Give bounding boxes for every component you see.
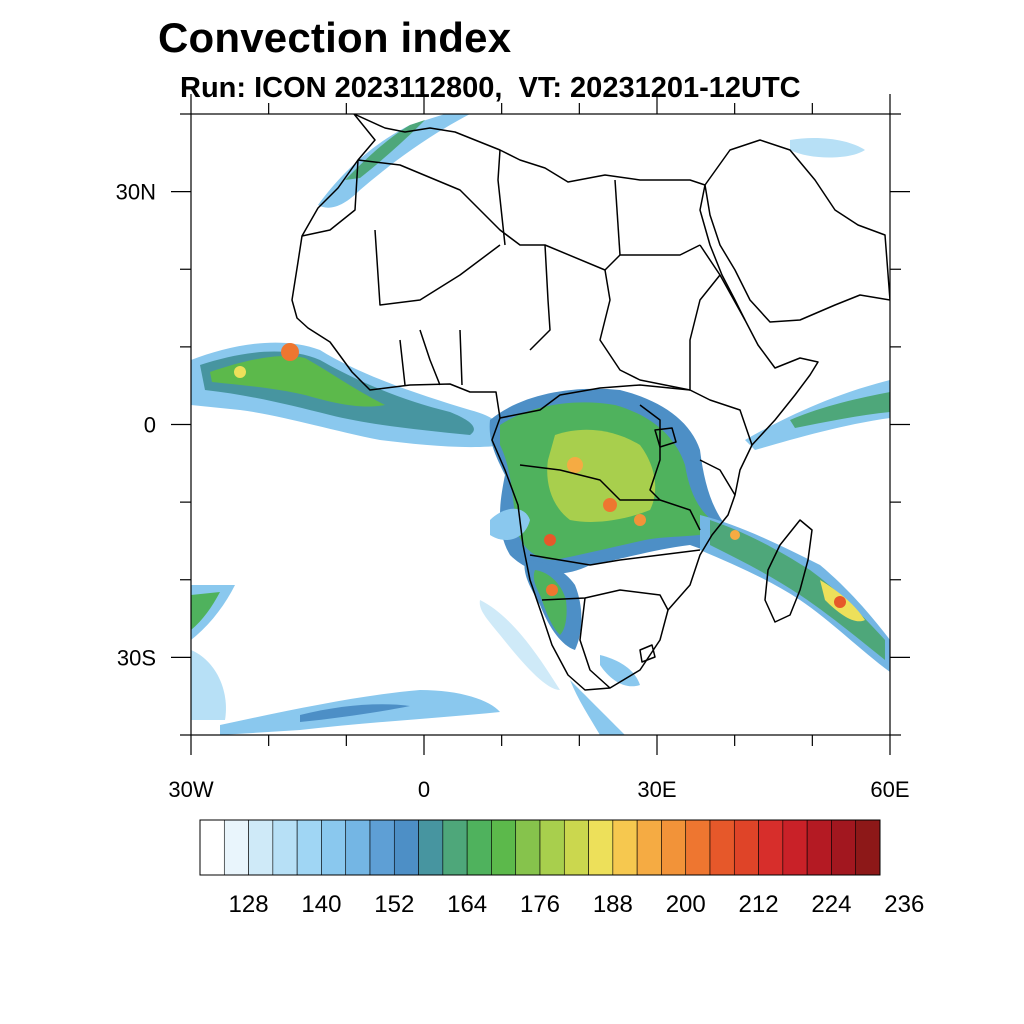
colorbar-label: 224	[811, 891, 851, 918]
lon-label: 30E	[637, 777, 676, 802]
arabia-coastline	[704, 139, 890, 323]
border-15	[399, 329, 463, 386]
colorbar-swatch	[539, 819, 565, 876]
colorbar-swatch	[272, 819, 298, 876]
colorbar-label: 188	[593, 891, 633, 918]
colorbar-label: 176	[520, 891, 560, 918]
field-central-core	[547, 429, 656, 522]
lake-victoria	[654, 427, 677, 448]
red-sea-line	[699, 244, 746, 321]
border-5	[599, 269, 691, 391]
colorbar-swatch	[782, 819, 808, 876]
lon-label: 0	[418, 777, 430, 802]
field-io-band-core	[790, 392, 890, 428]
colorbar-swatch	[661, 819, 687, 876]
border-11	[541, 589, 669, 611]
border-1	[357, 159, 701, 271]
colorbar: 128 140 152 164 176 188 200 212 224 236	[199, 819, 924, 918]
colorbar-swatch	[296, 819, 322, 876]
colorbar-label: 200	[666, 891, 706, 918]
colorbar-swatch	[393, 819, 419, 876]
field-moz-hot-1	[834, 596, 846, 608]
colorbar-swatch	[199, 819, 225, 876]
colorbar-swatch	[248, 819, 274, 876]
border-3	[374, 229, 501, 306]
field-nw-band-core	[345, 120, 425, 180]
colorbar-swatch	[442, 819, 468, 876]
colorbar-swatch	[588, 819, 614, 876]
colorbar-swatch	[563, 819, 589, 876]
colorbar-label: 212	[739, 891, 779, 918]
colorbar-label: 140	[301, 891, 341, 918]
axis-ticks	[171, 94, 910, 755]
colorbar-label: 152	[374, 891, 414, 918]
colorbar-swatch	[685, 819, 711, 876]
chart-title: Convection index	[158, 14, 512, 61]
colorbar-swatch	[758, 819, 784, 876]
colorbar-swatch	[466, 819, 492, 876]
lesotho-border	[639, 644, 656, 663]
colorbar-swatch	[806, 819, 832, 876]
convection-field-layer	[191, 114, 890, 735]
border-10	[529, 549, 701, 566]
field-angola-hot	[546, 584, 558, 596]
colorbar-label: 164	[447, 891, 487, 918]
field-central-hot-2	[603, 498, 617, 512]
colorbar-swatch	[321, 819, 347, 876]
field-moz-hot-2	[730, 530, 740, 540]
lat-label: 30N	[116, 180, 156, 205]
colorbar-swatch	[612, 819, 638, 876]
colorbar-frame	[199, 819, 881, 876]
colorbar-swatch	[223, 819, 249, 876]
colorbar-swatch	[831, 819, 857, 876]
border-6	[614, 179, 621, 256]
colorbar-label: 236	[884, 891, 924, 918]
lat-label: 30S	[117, 645, 156, 670]
chart-subtitle: Run: ICON 2023112800, VT: 20231201-12UTC	[180, 72, 801, 104]
lon-label: 60E	[870, 777, 909, 802]
field-nw-band	[318, 114, 470, 208]
field-sa-mid-streak	[479, 600, 560, 690]
colorbar-swatch	[345, 819, 371, 876]
colorbar-swatch	[418, 819, 444, 876]
border-9	[519, 464, 701, 531]
field-sa-south-core	[300, 704, 410, 722]
field-cape-streak	[570, 680, 625, 735]
field-moz-band-mid	[710, 520, 885, 660]
field-sa-west-core	[191, 592, 220, 630]
border-4	[497, 149, 551, 351]
border-7	[689, 274, 753, 446]
colorbar-swatch	[515, 819, 541, 876]
colorbar-swatch	[636, 819, 662, 876]
colorbar-swatch	[491, 819, 517, 876]
colorbar-swatch	[855, 819, 881, 876]
field-central-hot-1	[567, 457, 583, 473]
field-guinea-warm	[234, 366, 246, 378]
field-ne-patch	[790, 138, 865, 158]
axis-labels: 30W 0 30E 60E 30N 0 30S	[116, 180, 910, 802]
field-natal-patch	[600, 655, 640, 687]
border-13	[639, 404, 661, 501]
colorbar-swatch	[369, 819, 395, 876]
field-angola-core	[533, 570, 567, 635]
lon-label: 30W	[168, 777, 213, 802]
colorbar-swatch	[733, 819, 759, 876]
border-2	[301, 159, 359, 237]
colorbar-swatch	[709, 819, 735, 876]
field-guinea-band-core	[210, 355, 385, 407]
border-8	[499, 384, 691, 419]
field-central-hot-3	[544, 534, 556, 546]
lat-label: 0	[144, 413, 156, 438]
colorbar-label: 128	[229, 891, 269, 918]
madagascar-coastline	[764, 519, 813, 623]
field-sa-southwest	[191, 650, 226, 720]
border-14	[699, 459, 736, 496]
africa-coastline	[291, 114, 819, 691]
coastline-layer	[291, 114, 890, 691]
border-12	[579, 597, 611, 689]
field-central-hot-4	[634, 514, 646, 526]
field-guinea-hot	[281, 343, 299, 361]
